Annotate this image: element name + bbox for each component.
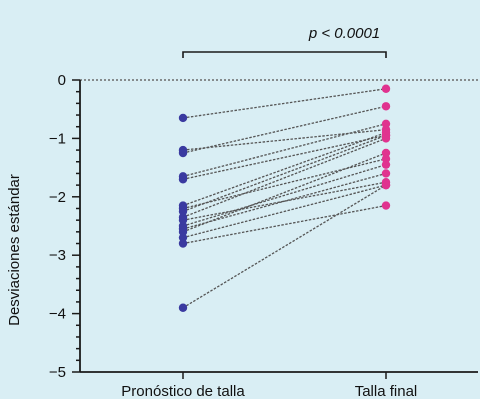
data-point-pronostico [178,227,188,237]
paired-line [182,158,387,210]
data-point-talla-final [381,201,391,210]
paired-line [182,172,387,230]
y-tick-label: −4 [49,306,66,323]
significance-bracket [182,51,387,58]
data-point-pronostico [178,145,188,155]
y-tick-label: −2 [49,189,66,206]
data-point-talla-final [381,119,391,128]
y-tick-label: −1 [49,130,66,147]
paired-line [182,123,387,177]
y-tick-label: −3 [49,247,66,264]
paired-line [182,131,387,207]
significance-label: p < 0.0001 [308,25,380,42]
paired-line [182,204,387,245]
data-point-pronostico [178,239,188,248]
data-point-pronostico [178,303,188,312]
data-point-pronostico [178,175,188,184]
data-point-talla-final [381,134,391,143]
data-point-pronostico [178,215,188,225]
data-point-pronostico [178,113,188,123]
paired-line [182,164,387,227]
paired-line [182,134,387,213]
x-category-label: Pronóstico de talla [121,383,245,399]
x-category-label: Talla final [355,383,418,399]
paired-line [182,181,387,221]
y-axis-title: Desviaciones estándar [6,174,23,326]
paired-line [182,184,387,239]
data-point-talla-final [381,84,391,93]
data-point-talla-final [381,180,391,190]
data-point-pronostico [178,207,188,216]
paired-line [182,105,387,154]
paired-line [182,128,387,151]
paired-line [182,88,387,119]
paired-line [182,137,387,218]
data-point-talla-final [381,148,391,158]
data-point-pronostico [178,233,188,242]
y-tick-label: 0 [58,72,66,89]
paired-line [182,134,387,180]
data-point-talla-final [381,154,391,164]
paired-line [182,152,387,233]
data-point-talla-final [381,169,391,178]
data-point-talla-final [381,160,391,169]
paired-line [182,184,387,309]
y-tick-label: −5 [49,364,66,381]
data-point-talla-final [381,102,391,111]
